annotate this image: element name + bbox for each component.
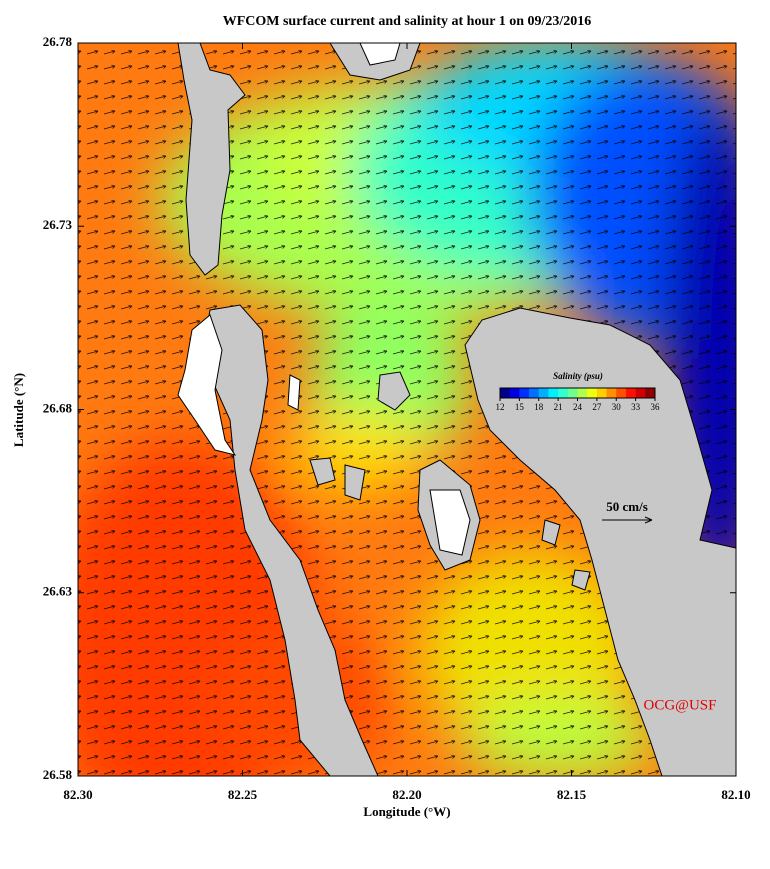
colorbar-cell	[645, 388, 656, 398]
colorbar-cell	[548, 388, 559, 398]
y-tick-label: 26.78	[43, 34, 73, 49]
colorbar-title: Salinity (psu)	[553, 371, 603, 381]
x-axis-label: Longitude (°W)	[363, 804, 450, 819]
x-tick-label: 82.30	[63, 787, 92, 802]
colorbar-tick-label: 33	[631, 402, 641, 412]
y-tick-label: 26.63	[43, 584, 73, 599]
colorbar-cell	[635, 388, 646, 398]
scale-label: 50 cm/s	[606, 499, 648, 514]
colorbar-cell	[519, 388, 530, 398]
y-tick-label: 26.73	[43, 217, 73, 232]
colorbar-cell	[509, 388, 520, 398]
x-tick-label: 82.15	[557, 787, 587, 802]
colorbar-tick-label: 15	[515, 402, 525, 412]
colorbar-tick-label: 12	[496, 402, 505, 412]
colorbar-tick-label: 27	[592, 402, 602, 412]
colorbar-tick-label: 30	[612, 402, 622, 412]
colorbar-cell	[596, 388, 607, 398]
y-axis-label: Latitude (°N)	[11, 373, 26, 447]
x-tick-label: 82.20	[392, 787, 421, 802]
colorbar-cell	[606, 388, 617, 398]
colorbar-cell	[558, 388, 569, 398]
colorbar-cell	[500, 388, 510, 398]
colorbar-cell	[577, 388, 588, 398]
chart-title: WFCOM surface current and salinity at ho…	[223, 14, 592, 29]
colorbar-cell	[587, 388, 598, 398]
colorbar-cell	[538, 388, 549, 398]
x-tick-label: 82.10	[721, 787, 750, 802]
y-tick-label: 26.68	[43, 400, 73, 415]
y-tick-label: 26.58	[43, 767, 73, 782]
colorbar-cell	[625, 388, 636, 398]
x-tick-label: 82.25	[228, 787, 258, 802]
colorbar-tick-label: 21	[554, 402, 563, 412]
colorbar-tick-label: 24	[573, 402, 583, 412]
land	[177, 43, 736, 776]
colorbar-cell	[529, 388, 540, 398]
colorbar-cell	[567, 388, 578, 398]
colorbar-cell	[616, 388, 627, 398]
scale-arrow	[602, 516, 653, 524]
colorbar-tick-label: 36	[651, 402, 661, 412]
salinity-field	[78, 43, 736, 776]
credit: OCG@USF	[643, 697, 716, 713]
colorbar-tick-label: 18	[534, 402, 544, 412]
